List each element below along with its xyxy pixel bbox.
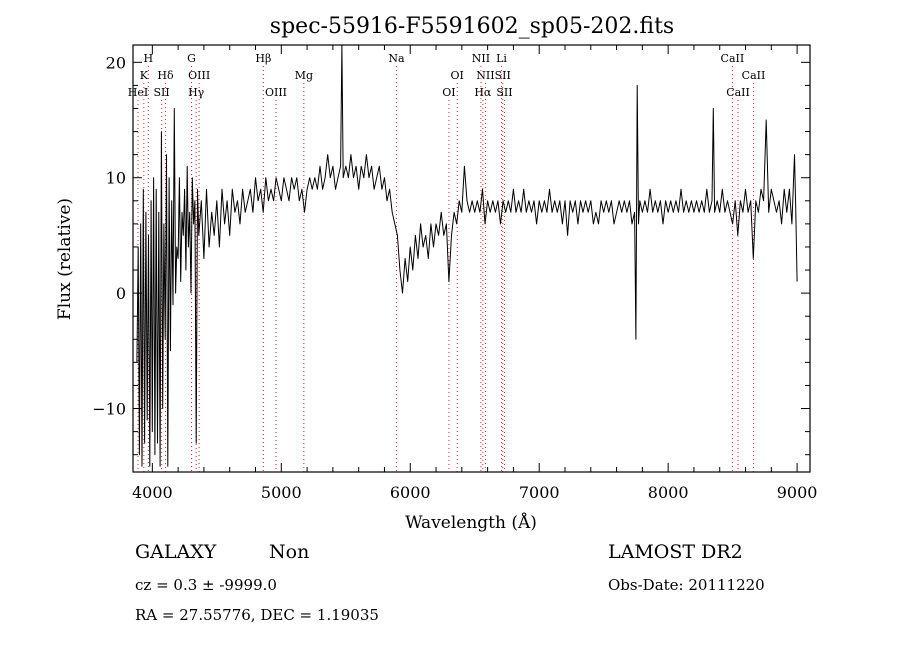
redshift-readout: cz = 0.3 ± -9999.0 [135, 576, 277, 594]
object-class: GALAXY [135, 541, 217, 563]
line-marker-label: CaII [726, 86, 750, 99]
x-axis-label: Wavelength (Å) [405, 512, 537, 533]
line-marker-label: SII [496, 86, 512, 99]
line-marker-label: Hα [474, 86, 492, 99]
chart-title: spec-55916-F5591602_sp05-202.fits [270, 14, 674, 39]
y-tick-label: 20 [106, 53, 126, 72]
line-marker-label: G [187, 52, 196, 65]
line-marker-label: NII [476, 69, 494, 82]
x-tick-label: 4000 [132, 483, 173, 502]
x-tick-label: 6000 [390, 483, 431, 502]
line-marker-label: OI [442, 86, 455, 99]
obs-date: Obs-Date: 20111220 [608, 576, 765, 594]
line-marker-label: Mg [295, 69, 313, 82]
line-marker-label: HeI [128, 86, 148, 99]
line-marker-label: H [144, 52, 154, 65]
line-markers: HeIKHSIIHδGHγOIIIHβOIIIMgNaOIOINIIHαNIIL… [128, 52, 766, 472]
line-marker-label: SII [154, 86, 170, 99]
line-marker-label: Hδ [157, 69, 174, 82]
object-subclass: Non [269, 541, 309, 563]
plot-frame [132, 44, 811, 473]
line-marker-label: OIII [265, 86, 287, 99]
line-marker-label: NII [472, 52, 490, 65]
x-tick-label: 8000 [648, 483, 689, 502]
x-tick-label: 7000 [519, 483, 560, 502]
y-tick-label: 0 [116, 284, 126, 303]
line-marker-label: OI [450, 69, 463, 82]
line-marker-label: Hβ [255, 52, 271, 65]
line-marker-label: CaII [742, 69, 766, 82]
y-tick-label: −10 [92, 400, 126, 419]
x-tick-label: 9000 [777, 483, 818, 502]
plot-area: HeIKHSIIHδGHγOIIIHβOIIIMgNaOIOINIIHαNIIL… [92, 44, 817, 502]
line-marker-label: OIII [188, 69, 210, 82]
line-marker-label: SII [495, 69, 511, 82]
y-axis-label: Flux (relative) [55, 198, 75, 320]
line-marker-label: K [140, 69, 149, 82]
spectrum-series [136, 44, 798, 467]
coordinates: RA = 27.55776, DEC = 1.19035 [135, 606, 379, 624]
line-marker-label: CaII [721, 52, 745, 65]
spectrum-line [136, 44, 798, 467]
x-tick-label: 5000 [261, 483, 302, 502]
line-marker-label: Hγ [188, 86, 205, 99]
axis-ticks: 4000 5000 6000 7000 8000 9000 −10 0 10 20 [92, 45, 817, 502]
survey-name: LAMOST DR2 [608, 541, 743, 563]
line-marker-label: Na [388, 52, 405, 65]
y-tick-label: 10 [106, 169, 126, 188]
line-marker-label: Li [496, 52, 507, 65]
